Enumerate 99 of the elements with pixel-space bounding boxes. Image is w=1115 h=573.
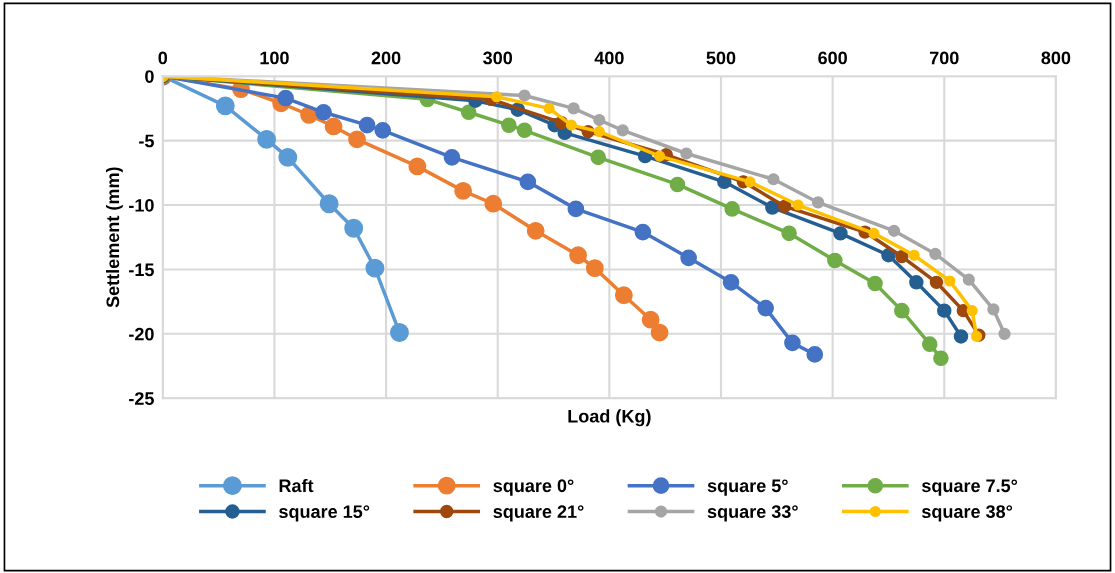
- x-axis-title: Load (Kg): [568, 409, 651, 427]
- point: [491, 91, 503, 103]
- point: [953, 329, 969, 344]
- x-tick-label: 600: [818, 51, 847, 65]
- legend-label: square 21°: [493, 505, 584, 522]
- point: [565, 119, 577, 131]
- legend-label: square 7.5°: [921, 479, 1018, 496]
- point: [944, 275, 956, 287]
- point: [365, 258, 385, 278]
- legend-label: square 5°: [707, 479, 788, 496]
- point: [526, 221, 545, 240]
- point: [680, 249, 697, 267]
- point: [344, 218, 364, 238]
- point: [987, 303, 1000, 316]
- point: [962, 273, 975, 286]
- point: [781, 225, 797, 242]
- y-tick-label: 0: [145, 70, 154, 83]
- point: [569, 246, 587, 265]
- point: [680, 147, 693, 160]
- point: [374, 121, 392, 139]
- point: [827, 252, 843, 269]
- point: [257, 129, 277, 149]
- point: [454, 181, 472, 200]
- point: [593, 126, 605, 138]
- point: [443, 149, 461, 166]
- point: [909, 275, 924, 290]
- point: [998, 327, 1011, 340]
- y-tick-label: -5: [139, 134, 154, 148]
- point: [518, 89, 531, 102]
- legend-label: square 0°: [493, 479, 574, 496]
- point: [966, 305, 978, 317]
- x-tick-label: 0: [158, 51, 168, 65]
- point: [390, 323, 409, 342]
- point: [614, 286, 633, 305]
- point: [722, 273, 740, 291]
- x-tick-label: 800: [1041, 51, 1071, 65]
- point: [744, 176, 756, 188]
- legend-label: Raft: [279, 478, 314, 493]
- point: [784, 334, 801, 352]
- point: [278, 147, 298, 167]
- point: [894, 302, 910, 319]
- point: [812, 196, 825, 209]
- y-axis-title: Settlement (mm): [105, 167, 123, 308]
- point: [650, 323, 669, 342]
- legend-label: square 15°: [279, 505, 370, 522]
- point: [215, 96, 235, 116]
- point: [895, 249, 909, 264]
- point: [593, 113, 606, 127]
- point: [767, 173, 780, 186]
- x-tick-label: 200: [371, 51, 401, 65]
- point: [669, 176, 686, 193]
- point: [929, 247, 942, 261]
- point: [501, 117, 517, 133]
- x-tick-label: 400: [594, 51, 624, 65]
- point: [933, 350, 949, 367]
- point: [921, 336, 938, 352]
- point: [315, 103, 332, 121]
- point: [929, 275, 944, 289]
- point: [277, 89, 294, 107]
- point: [567, 102, 580, 115]
- legend-label: square 33°: [707, 505, 798, 522]
- x-tick-label: 300: [483, 51, 513, 65]
- point: [868, 227, 880, 239]
- point: [567, 200, 585, 218]
- point: [590, 149, 606, 166]
- point: [654, 150, 666, 162]
- y-tick-label: -15: [129, 263, 154, 277]
- point: [585, 259, 604, 278]
- point: [777, 199, 792, 213]
- point: [724, 201, 740, 217]
- point: [484, 194, 503, 213]
- point: [757, 299, 774, 317]
- legend-label: square 38°: [921, 505, 1013, 522]
- point: [543, 102, 555, 114]
- point: [460, 104, 477, 121]
- y-tick-label: -20: [129, 327, 154, 341]
- point: [937, 303, 952, 318]
- point: [516, 122, 533, 139]
- point: [792, 199, 804, 211]
- point: [519, 173, 537, 191]
- x-tick-label: 100: [260, 51, 289, 65]
- point: [319, 194, 339, 214]
- point: [641, 310, 660, 329]
- point: [806, 346, 824, 363]
- point: [324, 117, 343, 136]
- point: [634, 223, 652, 241]
- point: [833, 226, 848, 241]
- y-tick-label: -25: [129, 392, 154, 405]
- y-tick-label: -10: [129, 198, 154, 212]
- point: [358, 116, 376, 134]
- point: [867, 275, 883, 292]
- point: [408, 157, 427, 176]
- point: [908, 249, 920, 261]
- point: [887, 224, 901, 237]
- x-tick-label: 500: [706, 51, 736, 65]
- point: [765, 200, 780, 215]
- point: [348, 130, 366, 149]
- x-tick-label: 700: [929, 51, 959, 65]
- point: [616, 124, 629, 137]
